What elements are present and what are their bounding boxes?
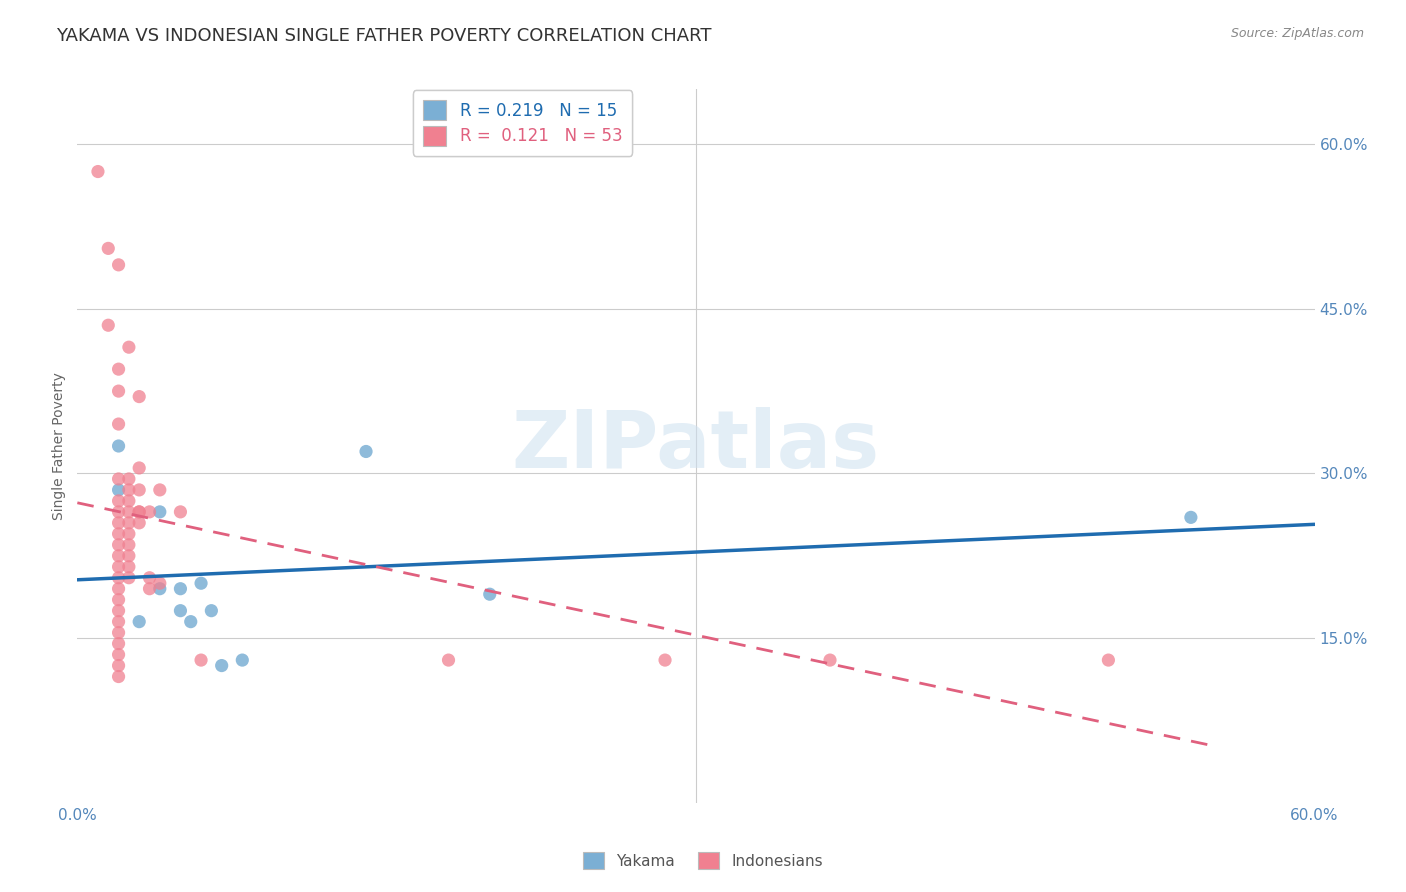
Point [107,494,129,508]
Text: YAKAMA VS INDONESIAN SINGLE FATHER POVERTY CORRELATION CHART: YAKAMA VS INDONESIAN SINGLE FATHER POVER… [56,27,711,45]
Point [107,417,129,431]
Point [128,505,150,519]
Point [87,164,110,178]
Point [138,505,160,519]
Point [107,526,129,541]
Point [107,658,129,673]
Point [818,653,841,667]
Point [118,571,141,585]
Point [354,444,377,458]
Point [200,604,222,618]
Point [128,516,150,530]
Legend: Yakama, Indonesians: Yakama, Indonesians [576,846,830,875]
Point [107,538,129,552]
Point [149,582,172,596]
Point [107,505,129,519]
Point [107,592,129,607]
Point [118,526,141,541]
Point [107,258,129,272]
Point [149,576,172,591]
Point [118,340,141,354]
Point [118,516,141,530]
Point [107,615,129,629]
Text: Source: ZipAtlas.com: Source: ZipAtlas.com [1230,27,1364,40]
Point [118,483,141,497]
Legend: R = 0.219   N = 15, R =  0.121   N = 53: R = 0.219 N = 15, R = 0.121 N = 53 [413,90,633,155]
Point [107,362,129,376]
Point [169,505,191,519]
Point [437,653,460,667]
Point [107,604,129,618]
Point [190,576,212,591]
Text: ZIPatlas: ZIPatlas [512,407,880,485]
Point [107,582,129,596]
Point [118,538,141,552]
Point [107,625,129,640]
Point [128,615,150,629]
Point [118,472,141,486]
Point [118,559,141,574]
Point [97,318,120,333]
Point [118,505,141,519]
Point [211,658,233,673]
Point [654,653,676,667]
Point [107,571,129,585]
Point [149,505,172,519]
Point [107,669,129,683]
Point [128,505,150,519]
Point [107,384,129,398]
Point [138,582,160,596]
Y-axis label: Single Father Poverty: Single Father Poverty [52,372,66,520]
Point [118,494,141,508]
Point [1180,510,1202,524]
Point [231,653,253,667]
Point [107,472,129,486]
Point [118,549,141,563]
Point [107,483,129,497]
Point [478,587,501,601]
Point [97,241,120,255]
Point [107,439,129,453]
Point [107,516,129,530]
Point [169,604,191,618]
Point [107,637,129,651]
Point [138,571,160,585]
Point [1097,653,1119,667]
Point [169,582,191,596]
Point [107,648,129,662]
Point [149,483,172,497]
Point [107,549,129,563]
Point [107,559,129,574]
Point [180,615,202,629]
Point [128,483,150,497]
Point [128,461,150,475]
Point [190,653,212,667]
Point [128,390,150,404]
